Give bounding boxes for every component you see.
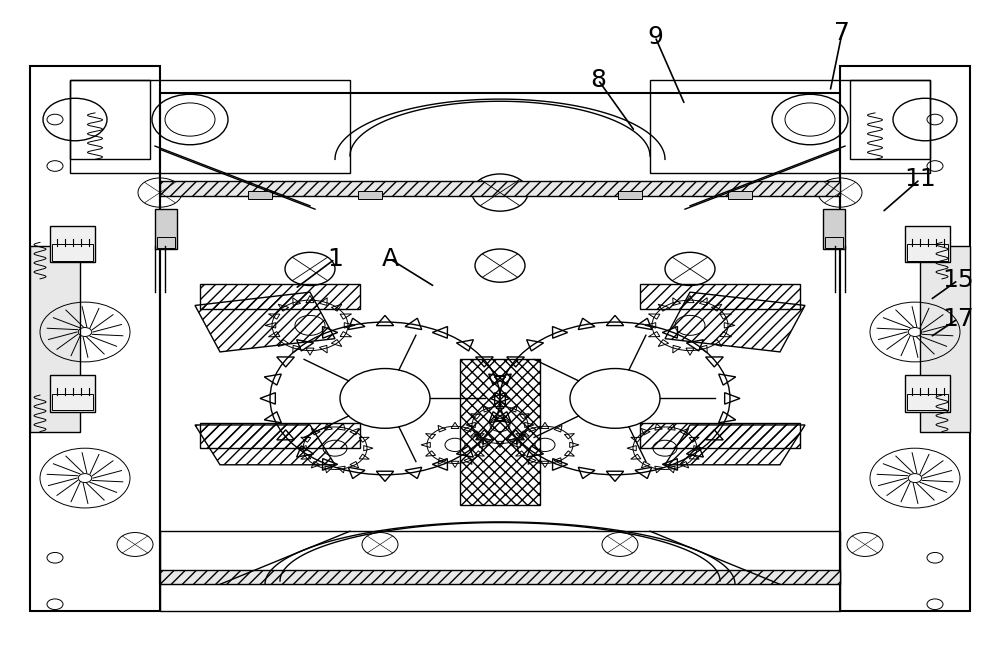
Bar xyxy=(200,284,360,309)
Bar xyxy=(160,531,840,611)
Bar xyxy=(160,93,840,584)
Text: 8: 8 xyxy=(590,68,606,92)
Bar xyxy=(358,191,382,199)
Bar xyxy=(840,66,970,611)
Bar xyxy=(160,181,840,196)
Text: 15: 15 xyxy=(942,268,974,292)
Bar xyxy=(650,80,930,173)
Bar xyxy=(160,570,840,584)
Bar xyxy=(640,284,800,309)
Bar xyxy=(160,570,840,584)
Bar xyxy=(905,226,950,262)
Bar xyxy=(52,244,93,261)
Text: 9: 9 xyxy=(647,25,663,48)
Text: 1: 1 xyxy=(327,247,343,271)
Bar xyxy=(825,237,843,248)
Bar xyxy=(30,246,80,432)
Bar xyxy=(618,191,642,199)
Bar xyxy=(920,246,970,432)
Bar xyxy=(907,394,948,410)
Text: 17: 17 xyxy=(942,307,974,331)
Bar xyxy=(907,244,948,261)
Bar xyxy=(248,191,272,199)
Bar xyxy=(157,237,175,248)
Bar xyxy=(50,226,95,262)
Text: A: A xyxy=(381,247,399,271)
Bar xyxy=(70,80,350,173)
Bar xyxy=(70,80,150,159)
Bar xyxy=(850,80,930,159)
Bar xyxy=(728,191,752,199)
Bar xyxy=(50,375,95,412)
Bar xyxy=(823,209,845,249)
Bar xyxy=(160,181,840,196)
Text: 11: 11 xyxy=(904,167,936,191)
Bar xyxy=(640,423,800,448)
Bar xyxy=(30,66,160,611)
Bar xyxy=(52,394,93,410)
Bar xyxy=(905,375,950,412)
Bar xyxy=(155,209,177,249)
Bar xyxy=(200,423,360,448)
Text: 7: 7 xyxy=(834,21,850,45)
